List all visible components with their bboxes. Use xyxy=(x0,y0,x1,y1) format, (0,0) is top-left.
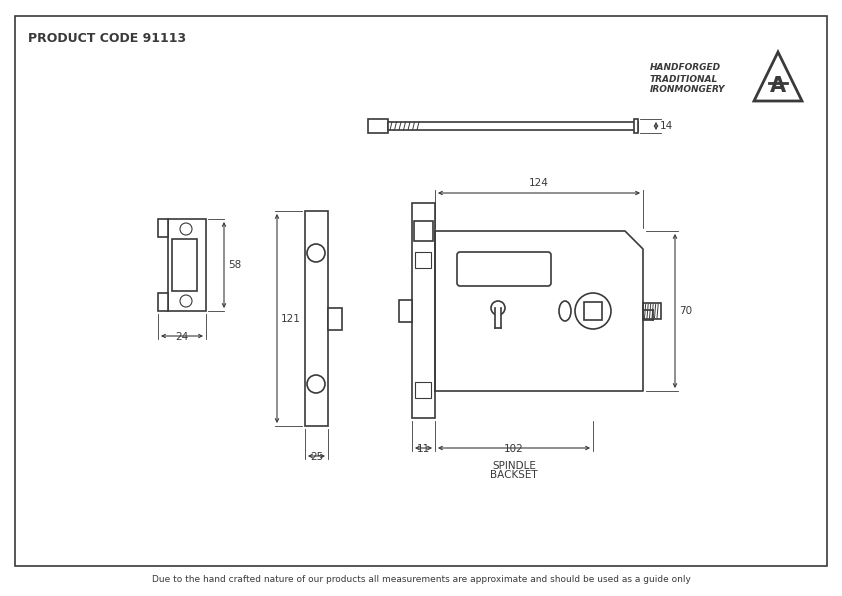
Circle shape xyxy=(307,375,325,393)
FancyBboxPatch shape xyxy=(457,252,551,286)
Bar xyxy=(172,239,197,291)
Ellipse shape xyxy=(559,301,571,321)
Bar xyxy=(495,308,501,328)
Bar xyxy=(368,119,388,133)
Bar xyxy=(412,203,435,418)
Text: 121: 121 xyxy=(281,313,301,324)
Text: 25: 25 xyxy=(310,452,323,462)
Text: TRADITIONAL: TRADITIONAL xyxy=(650,74,718,83)
Bar xyxy=(168,219,206,311)
Bar xyxy=(158,293,168,311)
Text: 58: 58 xyxy=(228,260,242,270)
Text: SPINDLE: SPINDLE xyxy=(492,461,536,471)
Bar xyxy=(643,303,661,319)
Circle shape xyxy=(575,293,611,329)
Text: HANDFORGED: HANDFORGED xyxy=(650,64,721,73)
Text: 102: 102 xyxy=(504,444,524,454)
Bar xyxy=(634,119,638,133)
Circle shape xyxy=(307,244,325,262)
Text: 70: 70 xyxy=(679,306,692,316)
Text: 124: 124 xyxy=(529,178,549,188)
Bar xyxy=(328,308,342,330)
Circle shape xyxy=(491,301,505,315)
Text: 24: 24 xyxy=(175,332,189,342)
Text: Due to the hand crafted nature of our products all measurements are approximate : Due to the hand crafted nature of our pr… xyxy=(152,576,690,585)
Text: 11: 11 xyxy=(417,444,430,454)
Text: BACKSET: BACKSET xyxy=(490,470,538,480)
Bar xyxy=(415,382,431,398)
Bar xyxy=(399,300,412,322)
Bar xyxy=(415,252,431,268)
Bar xyxy=(584,302,602,320)
Bar xyxy=(414,221,433,241)
Text: A: A xyxy=(770,76,786,96)
Bar xyxy=(158,219,168,237)
Bar xyxy=(305,211,328,426)
Circle shape xyxy=(180,223,192,235)
Text: IRONMONGERY: IRONMONGERY xyxy=(650,85,726,95)
Circle shape xyxy=(180,295,192,307)
Text: 14: 14 xyxy=(660,121,674,131)
Bar xyxy=(388,122,638,130)
Text: PRODUCT CODE 91113: PRODUCT CODE 91113 xyxy=(28,32,186,45)
